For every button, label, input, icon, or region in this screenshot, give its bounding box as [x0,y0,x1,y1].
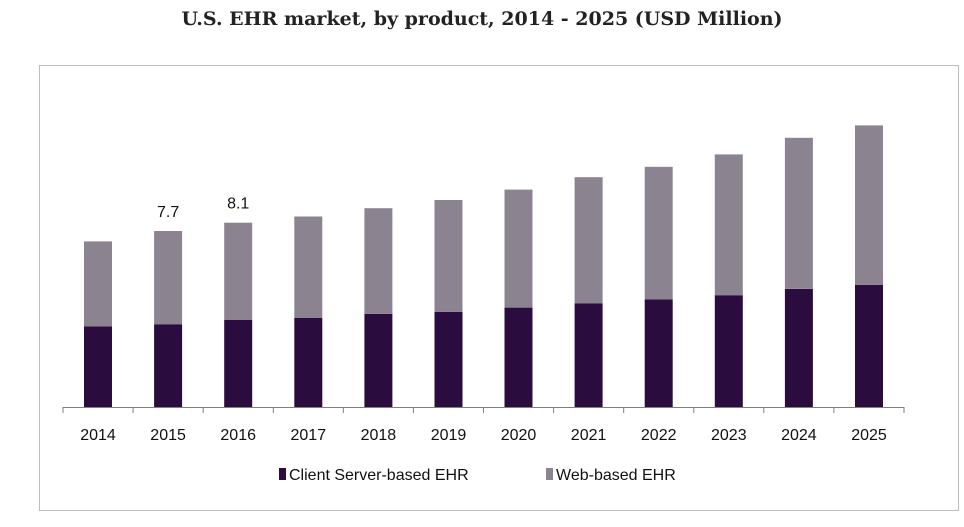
bar-client-server-2014 [84,326,112,407]
bar-client-server-2023 [714,295,743,407]
x-tick-label-2019: 2019 [431,427,467,444]
legend-swatch-client-server [279,468,286,480]
bar-web-based-2023 [714,154,743,296]
legend-label-client-server: Client Server-based EHR [289,467,469,484]
bar-web-based-2024 [784,137,813,289]
x-tick-label-2021: 2021 [571,427,607,444]
x-tick-label-2017: 2017 [291,427,327,444]
bars-layer [84,125,883,407]
bar-client-server-2021 [574,303,603,407]
bar-web-based-2020 [504,189,533,308]
x-tick-label-2014: 2014 [80,427,116,444]
bar-web-based-2021 [574,177,603,304]
x-tick-label-2016: 2016 [220,427,256,444]
bar-web-based-2018 [364,208,393,314]
x-tick-label-2020: 2020 [501,427,537,444]
bar-client-server-2022 [644,299,673,407]
bar-web-based-2017 [294,216,323,318]
data-labels: 7.7 8.1 [157,196,249,221]
bar-web-based-2019 [434,200,463,312]
bar-client-server-2025 [855,284,883,407]
data-label-2015: 7.7 [157,204,179,221]
x-tick-label-2023: 2023 [711,427,747,444]
x-tick-label-2015: 2015 [150,427,186,444]
bar-web-based-2025 [855,125,883,285]
bar-web-based-2015 [154,231,183,325]
data-label-2016: 8.1 [227,196,249,213]
x-tick-label-2022: 2022 [641,427,677,444]
bar-web-based-2016 [224,222,253,320]
bar-client-server-2024 [784,289,813,407]
bar-client-server-2015 [154,324,183,407]
bar-client-server-2020 [504,307,533,407]
x-tick-label-2025: 2025 [851,427,887,444]
bar-client-server-2016 [224,320,253,407]
bar-client-server-2019 [434,311,463,407]
x-axis: 2014 2015 2016 2017 2018 2019 2020 2021 2022 2023… [62,407,905,444]
legend: Client Server-based EHR Web-based EHR [279,467,676,484]
chart-frame [39,65,959,511]
bar-web-based-2022 [644,166,673,300]
chart-title: U.S. EHR market, by product, 2014 - 2025… [181,8,783,30]
bar-client-server-2017 [294,318,323,407]
legend-swatch-web-based [546,468,553,480]
x-tick-label-2018: 2018 [361,427,397,444]
bar-web-based-2014 [84,241,112,327]
bar-client-server-2018 [364,313,393,407]
x-tick-label-2024: 2024 [781,427,817,444]
legend-label-web-based: Web-based EHR [556,467,676,484]
